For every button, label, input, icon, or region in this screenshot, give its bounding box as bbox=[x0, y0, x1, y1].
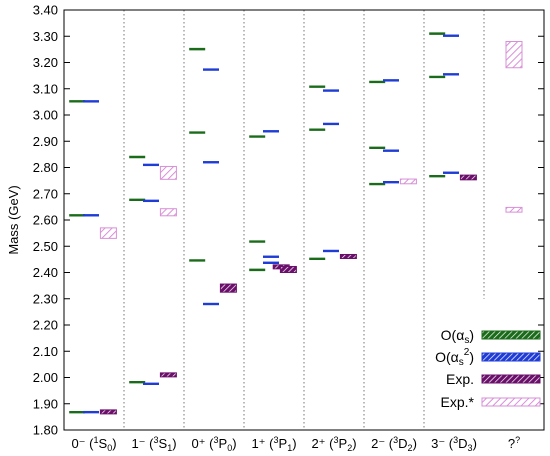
x-category-label: 3⁻ (3D3) bbox=[431, 435, 477, 453]
legend-label: O(αs) bbox=[441, 327, 474, 346]
legend-swatch bbox=[481, 330, 541, 340]
y-tick-label: 3.10 bbox=[33, 81, 58, 96]
label-close: ) bbox=[232, 436, 236, 451]
label-orbital: S bbox=[159, 436, 168, 451]
label-orbital: D bbox=[458, 436, 467, 451]
x-category-label: ?? bbox=[508, 435, 520, 451]
legend-swatch bbox=[481, 397, 541, 407]
legend-label: O(αs2) bbox=[435, 347, 474, 368]
x-category-label: 1⁻ (3S1) bbox=[131, 435, 176, 453]
y-tick-label: 2.80 bbox=[33, 160, 58, 175]
x-category-label: 1⁺ (3P1) bbox=[251, 435, 296, 453]
legend-swatch bbox=[481, 352, 541, 362]
legend-tail: ) bbox=[469, 327, 474, 343]
label-close: ) bbox=[413, 436, 417, 451]
series-3-box bbox=[399, 178, 417, 185]
y-tick-label: 2.00 bbox=[33, 370, 58, 385]
y-tick-label: 2.10 bbox=[33, 344, 58, 359]
label-parity: 3⁻ ( bbox=[431, 436, 454, 451]
y-tick-label: 1.90 bbox=[33, 396, 58, 411]
series-2-box bbox=[219, 283, 237, 293]
label-orbital: P bbox=[219, 436, 228, 451]
label-parity: 1⁺ ( bbox=[251, 436, 274, 451]
x-category-label: 0⁻ (1S0) bbox=[71, 435, 116, 453]
label-j: 2 bbox=[408, 443, 413, 453]
label-j: 0 bbox=[107, 443, 112, 453]
label-close: ) bbox=[352, 436, 356, 451]
y-tick-label: 1.80 bbox=[33, 423, 58, 438]
x-category-label: 0⁺ (3P0) bbox=[191, 435, 236, 453]
legend-text: Exp. bbox=[446, 371, 474, 387]
legend-sub: s bbox=[459, 357, 464, 368]
label-spin: 3 bbox=[214, 435, 219, 445]
y-tick-label: 2.70 bbox=[33, 186, 58, 201]
y-tick-label: 3.20 bbox=[33, 55, 58, 70]
x-category-label: 2⁺ (3P2) bbox=[311, 435, 356, 453]
label-spin: 3 bbox=[393, 435, 398, 445]
label-orbital: P bbox=[339, 436, 348, 451]
legend: O(αs)O(αs2)Exp.Exp.* bbox=[435, 327, 541, 410]
series-3-box bbox=[99, 227, 117, 239]
label-j: 0 bbox=[227, 443, 232, 453]
y-tick-label: 2.30 bbox=[33, 291, 58, 306]
legend-text: O(α bbox=[441, 327, 465, 343]
y-tick-label: 2.90 bbox=[33, 134, 58, 149]
series-2-box bbox=[159, 372, 177, 378]
plot-area bbox=[69, 10, 523, 430]
label-spin: 3 bbox=[154, 435, 159, 445]
series-2-box bbox=[339, 253, 357, 259]
label-spin: 3 bbox=[334, 435, 339, 445]
y-tick-label: 2.60 bbox=[33, 213, 58, 228]
label-spin: ? bbox=[515, 435, 520, 445]
label-parity: 2⁺ ( bbox=[311, 436, 334, 451]
label-parity: 0⁻ ( bbox=[71, 436, 94, 451]
label-parity: 1⁻ ( bbox=[131, 436, 154, 451]
x-category-label: 2⁻ (3D2) bbox=[371, 435, 417, 453]
legend-swatch bbox=[481, 374, 541, 384]
label-j: 3 bbox=[468, 443, 473, 453]
legend-label: Exp. bbox=[446, 371, 474, 387]
label-parity: ? bbox=[508, 436, 515, 451]
y-tick-label: 2.40 bbox=[33, 265, 58, 280]
legend-text: O(α bbox=[435, 349, 459, 365]
legend-sup: 2 bbox=[464, 347, 470, 358]
series-2-box bbox=[279, 265, 297, 273]
label-orbital: S bbox=[99, 436, 108, 451]
label-close: ) bbox=[112, 436, 116, 451]
y-axis-title: Mass (GeV) bbox=[6, 185, 21, 254]
label-spin: 1 bbox=[94, 435, 99, 445]
label-spin: 3 bbox=[274, 435, 279, 445]
label-parity: 2⁻ ( bbox=[371, 436, 394, 451]
y-tick-label: 2.50 bbox=[33, 239, 58, 254]
series-3-box bbox=[159, 208, 177, 217]
label-close: ) bbox=[473, 436, 477, 451]
series-3-box bbox=[159, 165, 177, 180]
legend-sub: s bbox=[464, 335, 469, 346]
y-tick-label: 3.00 bbox=[33, 108, 58, 123]
label-close: ) bbox=[172, 436, 176, 451]
legend-label: Exp.* bbox=[441, 394, 475, 410]
y-tick-label: 3.30 bbox=[33, 29, 58, 44]
label-parity: 0⁺ ( bbox=[191, 436, 214, 451]
legend-text: Exp.* bbox=[441, 394, 475, 410]
label-spin: 3 bbox=[453, 435, 458, 445]
axes: 1.80 1.90 2.00 2.10 2.20 2.30 2.40 2.50 2.60 2.70… bbox=[6, 3, 545, 453]
series-2-box bbox=[99, 409, 117, 415]
label-j: 2 bbox=[347, 443, 352, 453]
label-close: ) bbox=[292, 436, 296, 451]
y-tick-label: 3.40 bbox=[33, 3, 58, 18]
y-tick-label: 2.20 bbox=[33, 318, 58, 333]
legend-tail: ) bbox=[469, 349, 474, 365]
series-2-box bbox=[459, 174, 477, 181]
label-j: 1 bbox=[287, 443, 292, 453]
label-j: 1 bbox=[167, 443, 172, 453]
label-orbital: D bbox=[398, 436, 407, 451]
label-orbital: P bbox=[279, 436, 288, 451]
series-3-box bbox=[505, 41, 523, 69]
series-3-box bbox=[505, 206, 523, 213]
